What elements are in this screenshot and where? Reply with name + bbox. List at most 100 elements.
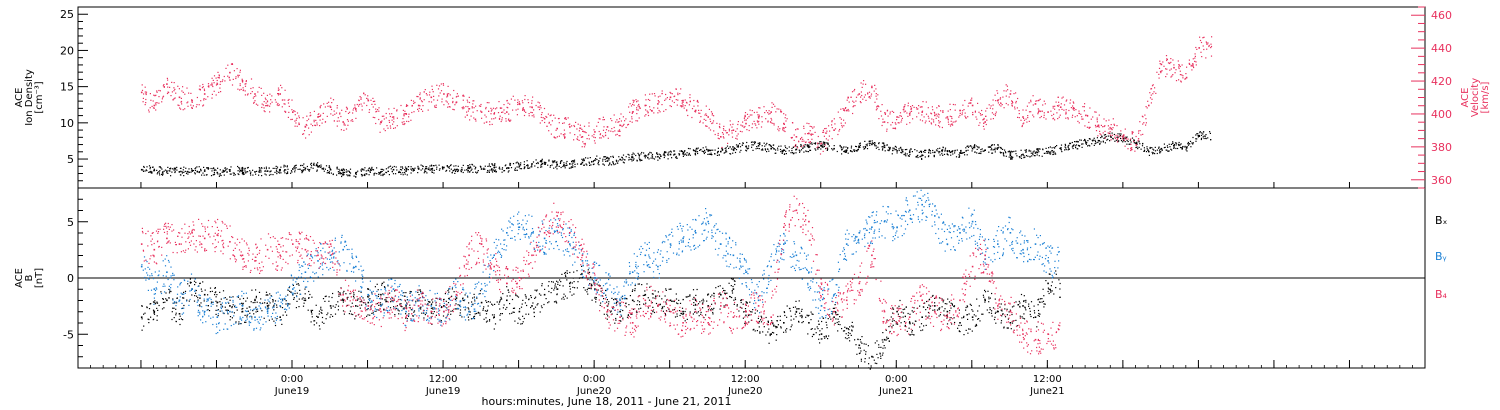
b-field-point	[311, 313, 313, 315]
velocity-point	[1166, 68, 1168, 70]
velocity-point	[616, 133, 618, 135]
b-field-point	[215, 296, 217, 298]
density-point	[675, 155, 677, 158]
density-point	[1163, 147, 1165, 149]
b-field-point	[349, 293, 351, 295]
b-field-point	[576, 270, 578, 272]
velocity-point	[1195, 64, 1197, 66]
b-field-point	[320, 306, 322, 308]
velocity-point	[1069, 99, 1072, 101]
b-field-point	[268, 304, 270, 306]
velocity-point	[653, 107, 655, 109]
velocity-point	[506, 99, 508, 102]
density-point	[1075, 147, 1077, 149]
velocity-point	[284, 110, 286, 112]
density-point	[411, 169, 413, 171]
b-field-point	[184, 290, 187, 292]
density-point	[1101, 135, 1103, 137]
velocity-point	[269, 103, 272, 105]
density-point	[710, 152, 712, 154]
b-field-point	[422, 296, 424, 298]
velocity-point	[569, 123, 571, 125]
b-field-point	[594, 296, 596, 298]
b-field-point	[153, 311, 155, 314]
density-point	[725, 149, 727, 151]
velocity-point	[1042, 104, 1044, 106]
b-field-point	[419, 289, 421, 291]
density-point	[745, 145, 748, 147]
density-point	[163, 170, 165, 172]
velocity-point	[799, 138, 802, 140]
density-point	[432, 165, 434, 167]
velocity-point	[785, 120, 787, 122]
velocity-point	[945, 117, 947, 119]
velocity-point	[1026, 121, 1028, 123]
density-point	[162, 173, 164, 175]
velocity-point	[749, 109, 751, 111]
density-point	[855, 146, 858, 148]
b-field-point	[603, 298, 605, 300]
velocity-point	[955, 120, 957, 122]
b-field-point	[451, 288, 453, 290]
density-point	[436, 166, 438, 168]
velocity-point	[684, 105, 686, 107]
density-point	[294, 171, 296, 173]
velocity-point	[1020, 119, 1022, 121]
velocity-point	[446, 96, 448, 98]
velocity-point	[597, 121, 599, 123]
b-field-point	[530, 306, 532, 309]
velocity-point	[964, 99, 966, 102]
velocity-point	[744, 119, 746, 121]
velocity-point	[512, 109, 514, 111]
b-field-point	[329, 316, 331, 318]
b-field-point	[584, 289, 586, 291]
density-point	[406, 167, 408, 169]
density-point	[501, 167, 504, 169]
density-point	[1117, 140, 1119, 142]
density-point	[586, 164, 588, 166]
velocity-point	[728, 130, 730, 132]
density-point	[745, 149, 747, 151]
density-point	[960, 152, 962, 154]
density-point	[1031, 155, 1033, 157]
b-field-point	[551, 281, 553, 283]
density-point	[992, 149, 994, 151]
density-point	[537, 166, 539, 169]
density-point	[450, 164, 452, 166]
velocity-point	[1186, 66, 1188, 68]
density-point	[944, 149, 946, 151]
density-point	[687, 147, 690, 150]
b-field-point	[166, 299, 168, 302]
velocity-point	[177, 85, 179, 87]
velocity-point	[284, 99, 286, 101]
density-point	[276, 168, 278, 170]
b-field-point	[726, 292, 728, 294]
density-point	[1207, 137, 1209, 139]
b-field-point	[324, 295, 326, 298]
b-field-point	[203, 293, 206, 296]
velocity-point	[237, 74, 239, 76]
b-field-point	[195, 281, 197, 284]
density-point	[530, 166, 532, 168]
velocity-point	[1108, 119, 1110, 121]
density-point	[649, 151, 651, 153]
velocity-point	[304, 126, 307, 128]
b-field-point	[219, 310, 221, 312]
velocity-point	[669, 105, 671, 107]
velocity-point	[447, 95, 449, 97]
velocity-point	[1180, 81, 1182, 83]
density-point	[283, 166, 285, 168]
density-point	[295, 167, 297, 169]
velocity-point	[237, 88, 239, 90]
b-field-point	[676, 302, 678, 304]
velocity-point	[1077, 120, 1079, 122]
b-field-point	[430, 307, 432, 309]
density-point	[284, 169, 286, 171]
density-point	[1133, 139, 1135, 141]
velocity-point	[309, 115, 311, 117]
density-point	[993, 148, 995, 150]
velocity-point	[345, 110, 347, 113]
b-field-point	[664, 295, 666, 297]
density-point	[430, 164, 433, 166]
b-field-point	[274, 300, 277, 302]
